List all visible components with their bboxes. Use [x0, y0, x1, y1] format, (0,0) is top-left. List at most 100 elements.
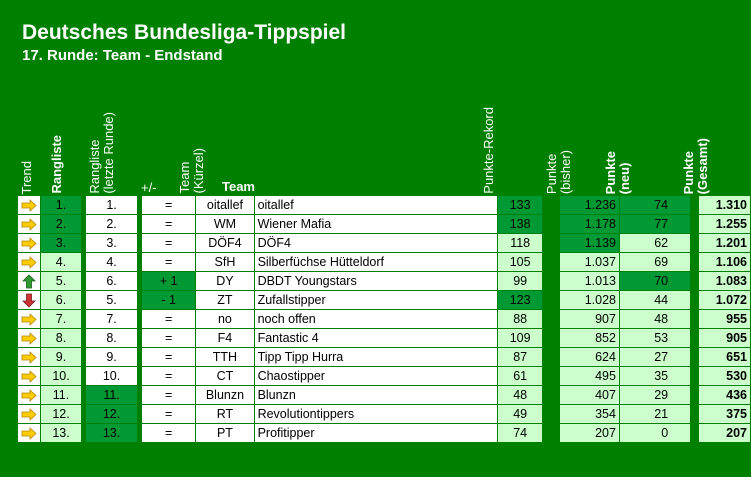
- table-row: 5. 6. + 1 DY DBDT Youngstars 99 1.013 70 1.083: [17, 271, 751, 291]
- diff-cell: =: [141, 252, 197, 272]
- points-new-cell: 35: [618, 366, 692, 386]
- diff-cell: =: [141, 233, 197, 253]
- gap: [81, 214, 86, 234]
- record-cell: 133: [497, 195, 544, 215]
- right-arrow-icon: [17, 233, 41, 253]
- gap: [137, 252, 142, 272]
- gap: [81, 233, 86, 253]
- table-row: 2. 2. = WM Wiener Mafia 138 1.178 77 1.255: [17, 214, 751, 234]
- gap: [542, 309, 560, 329]
- points-before-cell: 1.236: [559, 195, 620, 215]
- team-name-cell: DÖF4: [253, 233, 499, 253]
- points-before-cell: 407: [559, 385, 620, 405]
- diff-cell: =: [141, 404, 197, 424]
- team-name-cell: DBDT Youngstars: [253, 271, 499, 291]
- rank-cell: 5.: [39, 271, 83, 291]
- team-abbr-cell: CT: [195, 366, 255, 386]
- points-before-cell: 907: [559, 309, 620, 329]
- prev-rank-cell: 13.: [84, 423, 139, 443]
- gap: [137, 214, 142, 234]
- points-before-cell: 495: [559, 366, 620, 386]
- team-name-cell: Blunzn: [253, 385, 499, 405]
- record-cell: 87: [497, 347, 544, 367]
- gap: [690, 214, 699, 234]
- points-before-cell: 1.028: [559, 290, 620, 310]
- points-before-cell: 1.178: [559, 214, 620, 234]
- gap: [81, 271, 86, 291]
- record-cell: 48: [497, 385, 544, 405]
- table-row: 10. 10. = CT Chaostipper 61 495 35 530: [17, 366, 751, 386]
- points-before-cell: 1.013: [559, 271, 620, 291]
- diff-cell: =: [141, 423, 197, 443]
- gap: [81, 309, 86, 329]
- gap: [81, 404, 86, 424]
- up-arrow-icon: [17, 271, 41, 291]
- right-arrow-icon: [17, 347, 41, 367]
- diff-cell: =: [141, 214, 197, 234]
- header-team-kuerzel: Team (Kürzel): [177, 148, 206, 194]
- right-arrow-icon: [17, 423, 41, 443]
- gap: [542, 271, 560, 291]
- prev-rank-cell: 8.: [84, 328, 139, 348]
- points-total-cell: 1.310: [697, 195, 751, 215]
- gap: [690, 328, 699, 348]
- gap: [81, 366, 86, 386]
- points-total-cell: 1.106: [697, 252, 751, 272]
- header-punkte-gesamt: Punkte (Gesamt): [681, 137, 710, 194]
- team-abbr-cell: ZT: [195, 290, 255, 310]
- gap: [542, 423, 560, 443]
- prev-rank-cell: 10.: [84, 366, 139, 386]
- points-before-cell: 354: [559, 404, 620, 424]
- points-total-cell: 1.072: [697, 290, 751, 310]
- gap: [690, 195, 699, 215]
- points-total-cell: 1.083: [697, 271, 751, 291]
- diff-cell: =: [141, 328, 197, 348]
- gap: [81, 385, 86, 405]
- team-abbr-cell: RT: [195, 404, 255, 424]
- gap: [542, 385, 560, 405]
- team-name-cell: noch offen: [253, 309, 499, 329]
- points-new-cell: 27: [618, 347, 692, 367]
- team-name-cell: Zufallstipper: [253, 290, 499, 310]
- prev-rank-cell: 1.: [84, 195, 139, 215]
- team-name-cell: Silberfüchse Hütteldorf: [253, 252, 499, 272]
- record-cell: 138: [497, 214, 544, 234]
- points-new-cell: 77: [618, 214, 692, 234]
- rank-cell: 3.: [39, 233, 83, 253]
- points-new-cell: 29: [618, 385, 692, 405]
- header-rangliste-letzte: Rangliste (letzte Runde): [87, 112, 116, 194]
- points-total-cell: 1.255: [697, 214, 751, 234]
- diff-cell: =: [141, 195, 197, 215]
- gap: [137, 404, 142, 424]
- right-arrow-icon: [17, 252, 41, 272]
- gap: [81, 252, 86, 272]
- right-arrow-icon: [17, 195, 41, 215]
- team-name-cell: Tipp Tipp Hurra: [253, 347, 499, 367]
- prev-rank-cell: 9.: [84, 347, 139, 367]
- gap: [81, 195, 86, 215]
- rank-cell: 8.: [39, 328, 83, 348]
- page-subtitle: 17. Runde: Team - Endstand: [22, 47, 223, 64]
- points-total-cell: 905: [697, 328, 751, 348]
- record-cell: 61: [497, 366, 544, 386]
- gap: [81, 290, 86, 310]
- gap: [690, 385, 699, 405]
- right-arrow-icon: [17, 309, 41, 329]
- record-cell: 118: [497, 233, 544, 253]
- rank-cell: 11.: [39, 385, 83, 405]
- header-trend: Trend: [19, 160, 34, 194]
- table-row: 11. 11. = Blunzn Blunzn 48 407 29 436: [17, 385, 751, 405]
- gap: [690, 233, 699, 253]
- table-row: 7. 7. = no noch offen 88 907 48 955: [17, 309, 751, 329]
- team-abbr-cell: oitallef: [195, 195, 255, 215]
- record-cell: 105: [497, 252, 544, 272]
- gap: [690, 347, 699, 367]
- points-new-cell: 44: [618, 290, 692, 310]
- diff-cell: =: [141, 347, 197, 367]
- points-before-cell: 1.037: [559, 252, 620, 272]
- table-row: 1. 1. = oitallef oitallef 133 1.236 74 1.310: [17, 195, 751, 215]
- prev-rank-cell: 3.: [84, 233, 139, 253]
- gap: [137, 195, 142, 215]
- rank-cell: 4.: [39, 252, 83, 272]
